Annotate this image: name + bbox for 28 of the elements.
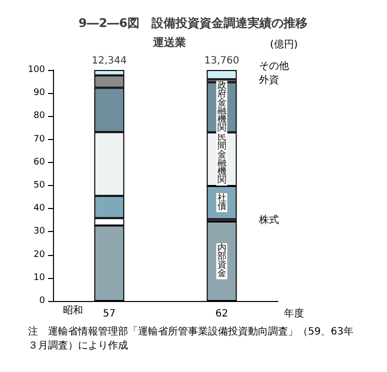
x-axis-title: 年度 bbox=[284, 308, 304, 320]
text: 注 運輸省情報管理部「運輸省所管事業設備投資動向調査」（59、63年３月調査）により作成 bbox=[28, 326, 354, 352]
y-tick-label: 40 bbox=[34, 204, 46, 214]
text: その他 bbox=[258, 60, 289, 72]
y-tick-label: 80 bbox=[34, 111, 46, 122]
annotation: 13,760 bbox=[204, 56, 240, 66]
y-tick-label: 10 bbox=[34, 272, 46, 283]
y-tick-label: 50 bbox=[34, 180, 46, 190]
text: 外資 bbox=[258, 74, 279, 86]
text: (億円) bbox=[270, 38, 298, 50]
series-label: 内部資金 bbox=[217, 242, 226, 280]
y-tick-label: 60 bbox=[34, 157, 46, 168]
y-tick-label: 20 bbox=[34, 250, 46, 260]
y-tick-label: 100 bbox=[28, 65, 46, 75]
x-tick-label: 57 bbox=[102, 308, 116, 320]
bar bbox=[206, 70, 237, 80]
series-label: 社債 bbox=[217, 192, 226, 212]
series-label: 政府金融機関 bbox=[217, 80, 226, 134]
chart-subtitle: 運送業 bbox=[152, 36, 186, 49]
y-tick-label: 90 bbox=[34, 88, 46, 98]
annotation: 12,344 bbox=[92, 56, 127, 66]
x-tick-label: 62 bbox=[215, 308, 228, 320]
y-tick-label: 70 bbox=[34, 134, 46, 144]
text: 株式 bbox=[258, 214, 279, 226]
y-tick-label: 0 bbox=[39, 296, 46, 306]
chart-title: 9―2―6図 設備投資資金調達実績の推移 bbox=[78, 16, 308, 30]
text: 昭和 bbox=[63, 304, 83, 316]
y-tick-label: 30 bbox=[34, 226, 46, 237]
